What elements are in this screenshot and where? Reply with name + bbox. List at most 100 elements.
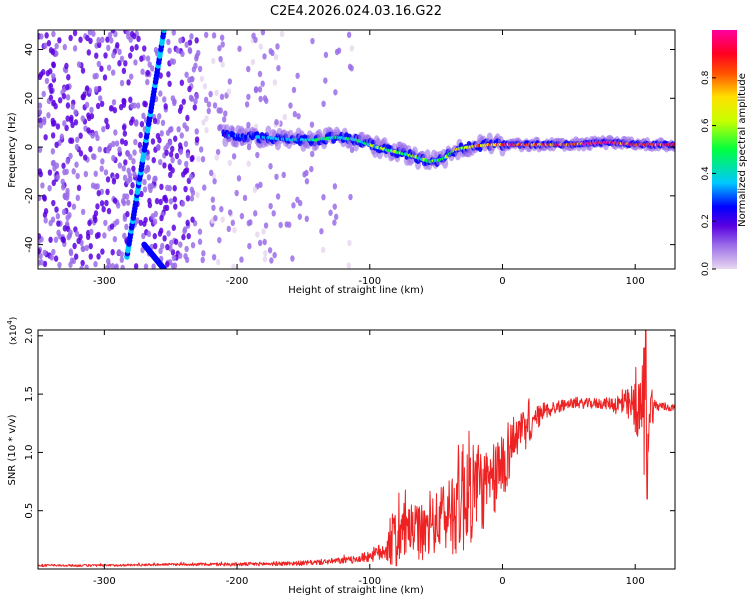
spectrogram-cell <box>279 30 285 38</box>
spectrogram-cell <box>260 30 266 36</box>
spectrogram-cell <box>184 41 189 48</box>
spectrogram-cell <box>244 101 250 108</box>
spectrogram-cell <box>321 194 326 201</box>
spectrogram-cell <box>309 165 314 173</box>
spectrogram-cell <box>114 140 120 147</box>
spectrogram-cell <box>43 134 48 141</box>
spectrogram-cell <box>180 50 185 58</box>
spectrogram-cell <box>38 108 43 116</box>
spectrogram-cell <box>147 201 153 209</box>
spectrogram-cell <box>268 163 273 170</box>
spectrogram-cell <box>257 239 263 247</box>
spectrogram-cell <box>110 263 115 269</box>
snr-series-line <box>38 330 675 568</box>
spectrogram-cell <box>55 173 61 181</box>
spectrogram-cell <box>160 242 165 250</box>
spectrogram-cell <box>189 155 194 163</box>
spectrogram-cell <box>274 173 279 180</box>
spectrogram-cell <box>190 216 195 223</box>
spectrogram-cell <box>203 31 209 39</box>
spectrogram-cell <box>66 74 71 81</box>
spectrogram-cell <box>64 124 69 132</box>
spectrogram-cell <box>332 183 338 190</box>
snr-multiplier-base: (x10 <box>9 324 19 345</box>
spectrogram-cell <box>47 169 53 176</box>
spectrogram-cell <box>271 210 276 217</box>
spectrogram-cell <box>194 136 200 143</box>
spectrogram-cell <box>178 241 183 248</box>
spectrogram-cell <box>346 31 352 39</box>
ridge-halo <box>454 150 461 161</box>
spectrogram-cell <box>65 214 70 221</box>
spectrogram-cell <box>39 259 44 266</box>
spectrogram-cell <box>51 179 56 187</box>
snr-background <box>38 330 675 569</box>
spectrogram-cell <box>69 114 74 122</box>
spectrogram-cell <box>151 263 156 269</box>
spectrogram-cell <box>47 185 52 192</box>
spectrogram-cell <box>246 160 251 167</box>
spectrogram-cell <box>138 219 143 226</box>
spectrogram-cell <box>253 86 259 94</box>
spectrogram-cell <box>44 32 49 39</box>
colorbar-tick-label: 0.0 <box>701 262 711 277</box>
spectrogram-cell <box>51 99 56 107</box>
spectrogram-cell <box>276 64 281 72</box>
spectrogram-cell <box>227 209 233 216</box>
spectrogram-cell <box>117 162 123 169</box>
spectrogram-cell <box>226 225 232 233</box>
spectrogram-cell <box>349 45 355 52</box>
spectrogram-cell <box>200 256 205 264</box>
spectrogram-cell <box>274 119 279 126</box>
spectrogram-cell <box>38 73 43 81</box>
spectrogram-cell <box>195 191 200 199</box>
spectrogram-cell <box>172 196 178 203</box>
spectrogram-cell <box>40 182 45 189</box>
snr-y-label: SNR (10 * v/v) <box>7 414 18 485</box>
spectrogram-cell <box>82 154 88 161</box>
spectrogram-cell <box>142 178 147 186</box>
snr-x-axis: -300 -200 -100 0 100 <box>93 330 645 587</box>
spectrogram-cell <box>173 238 179 245</box>
spectrogram-cell <box>133 59 138 66</box>
spectrogram-cell <box>96 60 102 68</box>
spectrogram-cell <box>185 219 190 227</box>
spectrogram-cell <box>206 107 211 115</box>
spectrogram-cell <box>292 110 298 118</box>
spectrogram-cell <box>255 151 260 159</box>
spectrogram-cell <box>122 130 128 137</box>
spectrogram-cell <box>93 130 99 138</box>
spectrogram-cell <box>197 228 203 235</box>
spectrogram-cell <box>275 193 281 200</box>
spectrogram-cell <box>172 262 178 269</box>
spectrogram-cell <box>122 232 127 240</box>
spectrogram-cell <box>159 214 164 222</box>
spectrogram-cell <box>109 37 114 44</box>
spectrogram-cell <box>65 84 70 91</box>
spectrogram-cell <box>178 142 183 149</box>
spectrogram-cell <box>80 208 86 216</box>
spectrogram-cell <box>242 194 248 202</box>
spectrogram-cell <box>46 112 51 119</box>
colorbar: 0.0 0.2 0.4 0.6 0.8 Normalized spectral ampl… <box>701 30 748 276</box>
spectrogram-cell <box>211 204 216 211</box>
spectrogram-cell <box>291 202 296 209</box>
spectrogram-cell <box>123 139 128 147</box>
spectrogram-cell <box>200 156 206 163</box>
spectrogram-cell <box>43 42 48 49</box>
spectrogram-cell <box>68 248 74 255</box>
spectrogram-cell <box>295 196 300 203</box>
spectrogram-cell <box>104 117 109 125</box>
snr-frame <box>37 329 676 570</box>
spectrogram-cell <box>106 207 112 215</box>
spectrogram-cell <box>50 120 56 127</box>
spectrogram-cell <box>145 78 150 86</box>
spectrogram-cell <box>65 115 70 122</box>
spectrogram-cell <box>117 48 122 56</box>
spectrogram-cell <box>133 263 139 269</box>
spectrogram-cell <box>111 154 116 162</box>
spectrogram-cell <box>124 223 129 231</box>
spectrogram-cell <box>111 52 116 59</box>
spectrogram-cell <box>100 36 105 44</box>
spectrogram-cell <box>172 185 177 192</box>
